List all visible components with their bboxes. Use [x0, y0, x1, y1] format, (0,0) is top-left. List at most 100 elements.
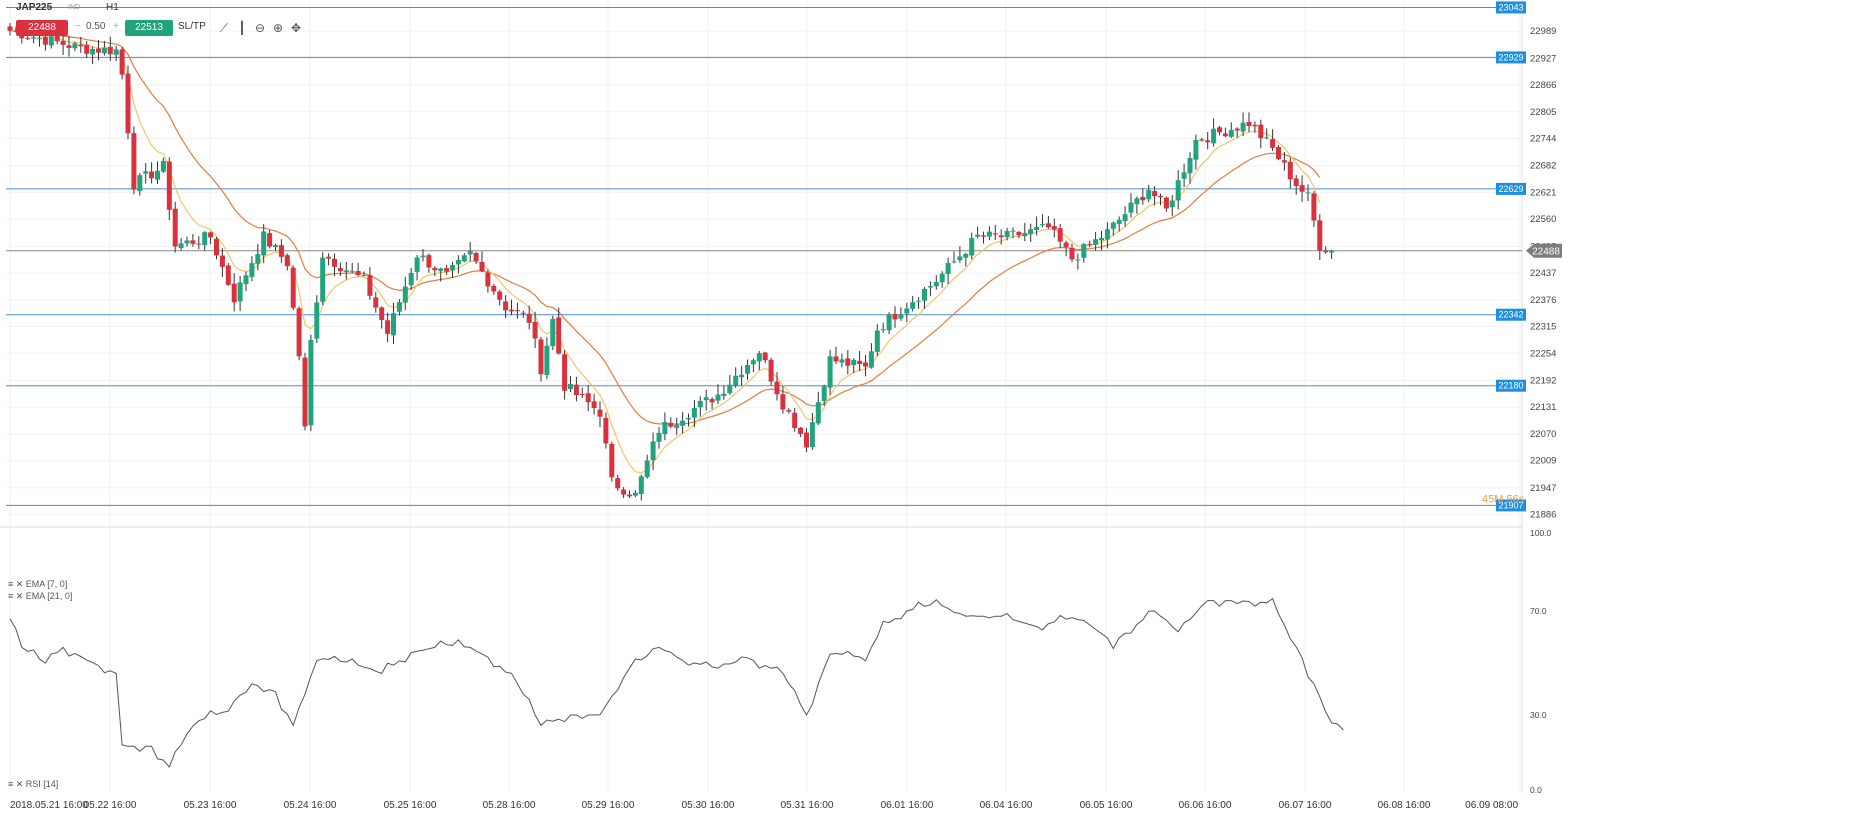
candle-up: [874, 330, 880, 352]
candle-up: [650, 441, 656, 461]
candle-down: [326, 256, 332, 259]
time-tick-label: 06.08 16:00: [1378, 800, 1431, 811]
candle-up: [821, 386, 827, 401]
candle-up: [969, 238, 975, 256]
candle-down: [267, 233, 273, 247]
timeframe-select[interactable]: H1: [106, 2, 119, 13]
spread-increase-button[interactable]: +: [113, 21, 119, 32]
candle-up: [756, 353, 762, 362]
candle-down: [1057, 228, 1063, 242]
candle-down: [219, 255, 225, 267]
candle-down: [992, 233, 998, 235]
candle-up: [261, 231, 267, 256]
candle-down: [892, 313, 898, 320]
candle-up: [691, 408, 697, 418]
candle-down: [473, 252, 479, 262]
candle-down: [1323, 250, 1329, 253]
candle-up: [697, 400, 703, 408]
time-tick-label: 06.09 08:00: [1465, 800, 1518, 811]
price-tick-label: 22315: [1530, 322, 1556, 333]
current-price-tag: [1526, 243, 1562, 258]
candle-up: [408, 272, 414, 286]
candle-down: [379, 307, 385, 321]
candle-up: [733, 375, 739, 386]
time-tick-label: 05.29 16:00: [582, 800, 635, 811]
candle-down: [509, 309, 514, 312]
price-tick-label: 22927: [1530, 53, 1556, 64]
candle-down: [845, 358, 851, 366]
candle-up: [308, 340, 314, 426]
price-tick-label: 22376: [1530, 295, 1556, 306]
candle-down: [981, 235, 986, 237]
candle-down: [621, 489, 627, 495]
candle-up: [137, 175, 143, 192]
candle-up: [113, 49, 119, 55]
candle-up: [1211, 128, 1217, 144]
zoom-out-icon[interactable]: ⊖: [254, 21, 266, 35]
sltp-button[interactable]: SL/TP: [178, 21, 206, 32]
candle-up: [249, 263, 255, 277]
candle-up: [455, 259, 461, 265]
candle-up: [1264, 137, 1270, 139]
candle-up: [48, 36, 54, 46]
candle-down: [774, 381, 780, 395]
candle-up: [1104, 229, 1110, 240]
price-tick-label: 21886: [1530, 510, 1556, 521]
candle-down: [1069, 247, 1075, 260]
price-tick-label: 22437: [1530, 268, 1556, 279]
rsi-tick-label: 30.0: [1530, 710, 1547, 720]
time-tick-label: 06.04 16:00: [980, 800, 1033, 811]
candle-down: [833, 356, 839, 362]
candles-icon[interactable]: ┃: [238, 21, 246, 35]
candle-up: [184, 240, 190, 244]
candle-down: [1281, 160, 1287, 163]
symbol-name[interactable]: JAP225: [16, 2, 53, 13]
candle-up: [662, 422, 668, 435]
candle-up: [1099, 238, 1104, 241]
rsi-tick-label: 70.0: [1530, 606, 1547, 616]
candle-down: [562, 354, 568, 391]
spread-decrease-button[interactable]: −: [75, 21, 81, 32]
zoom-in-icon[interactable]: ⊕: [272, 21, 284, 35]
candle-down: [615, 478, 621, 489]
candle-up: [963, 253, 969, 258]
ema7-legend[interactable]: ≡ ✕ EMA [7, 0]: [8, 579, 68, 589]
candle-down: [762, 352, 768, 361]
buy-button[interactable]: 22513: [125, 20, 173, 36]
candle-down: [337, 268, 343, 272]
candle-up: [739, 374, 745, 378]
candle-down: [385, 320, 391, 334]
time-tick-label: 05.23 16:00: [184, 800, 237, 811]
candle-down: [231, 283, 237, 303]
crosshair-icon[interactable]: ✥: [290, 21, 302, 35]
candle-up: [880, 329, 886, 331]
chart-type-icon[interactable]: ⟋: [219, 21, 229, 35]
price-tick-label: 22744: [1530, 134, 1556, 145]
candle-up: [922, 288, 927, 301]
candle-down: [556, 317, 562, 354]
candle-up: [450, 264, 455, 271]
candle-up: [951, 261, 957, 263]
price-tick-label: 22254: [1530, 348, 1556, 359]
level-tag: [1496, 182, 1526, 195]
ema21-legend[interactable]: ≡ ✕ EMA [21, 0]: [8, 591, 73, 601]
candle-down: [355, 270, 361, 275]
bar-timer: 45M 56s: [1482, 493, 1525, 505]
sell-button[interactable]: 22488: [16, 20, 68, 36]
candle-up: [904, 308, 910, 314]
candle-up: [349, 270, 355, 272]
rsi-tick-label: 0.0: [1530, 785, 1542, 795]
candle-up: [1004, 230, 1010, 238]
candle-down: [768, 359, 774, 382]
candle-down: [792, 412, 798, 429]
rsi-legend[interactable]: ≡ ✕ RSI [14]: [8, 779, 59, 789]
candle-down: [491, 285, 497, 292]
time-tick-label: 05.30 16:00: [682, 800, 735, 811]
candle-up: [750, 360, 756, 365]
level-tag-label: 22180: [1498, 381, 1523, 391]
candle-up: [314, 302, 320, 339]
candle-up: [1075, 259, 1081, 261]
candle-down: [1234, 128, 1240, 131]
